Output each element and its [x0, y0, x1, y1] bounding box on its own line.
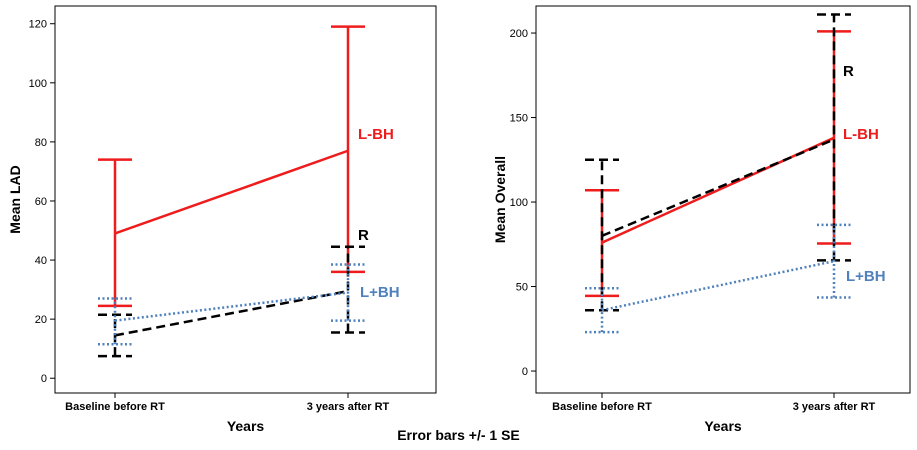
x-axis-label: Years	[227, 418, 265, 434]
x-tick-label: Baseline before RT	[552, 401, 652, 413]
x-tick-label: Baseline before RT	[65, 401, 165, 413]
y-tick-label: 80	[35, 137, 47, 149]
y-tick-label: 150	[510, 113, 528, 125]
plot-frame	[535, 5, 911, 394]
y-tick-label: 20	[35, 314, 47, 326]
y-tick-label: 200	[510, 28, 528, 40]
series-label: L-BH	[843, 126, 879, 143]
x-tick-label: 3 years after RT	[793, 401, 876, 413]
y-axis-label: Mean LAD	[7, 165, 23, 233]
y-tick-label: 60	[35, 196, 47, 208]
series-line-l-bh	[114, 291, 349, 322]
series-label: L-BH	[358, 126, 394, 143]
series-line-r	[601, 138, 835, 237]
x-tick-label: 3 years after RT	[307, 401, 390, 413]
series-label: R	[358, 227, 369, 244]
series-label: L+BH	[360, 284, 400, 301]
y-tick-label: 100	[510, 197, 528, 209]
series-line-l-bh	[601, 259, 835, 312]
x-axis-label: Years	[704, 418, 742, 434]
plot-frame	[54, 5, 437, 394]
series-label: R	[843, 63, 854, 80]
y-tick-label: 40	[35, 255, 47, 267]
y-tick-label: 100	[29, 78, 47, 90]
series-label: L+BH	[846, 268, 886, 285]
y-axis-label: Mean Overall	[492, 156, 508, 243]
series-line-l-bh	[601, 136, 835, 244]
y-tick-label: 0	[41, 373, 47, 385]
y-tick-label: 50	[516, 282, 528, 294]
y-tick-label: 120	[29, 19, 47, 31]
figure-caption: Error bars +/- 1 SE	[397, 427, 520, 443]
series-line-l-bh	[114, 149, 349, 235]
y-tick-label: 0	[522, 366, 528, 378]
